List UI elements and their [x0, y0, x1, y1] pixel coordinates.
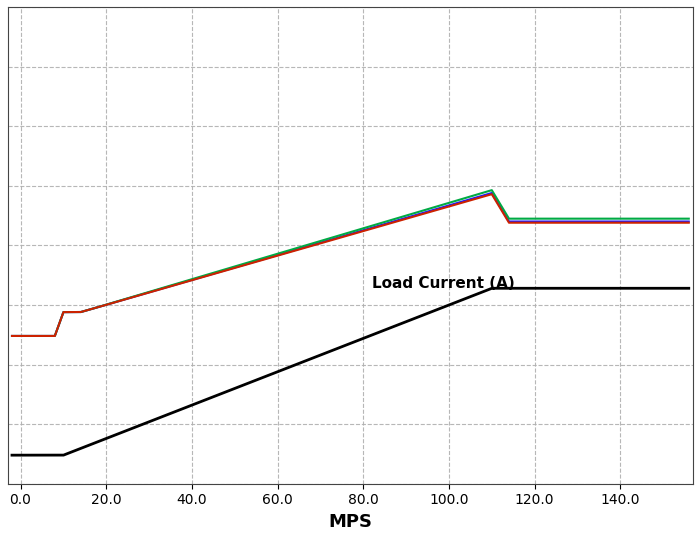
- X-axis label: MPS: MPS: [328, 513, 372, 531]
- Text: Load Current (A): Load Current (A): [372, 277, 514, 291]
